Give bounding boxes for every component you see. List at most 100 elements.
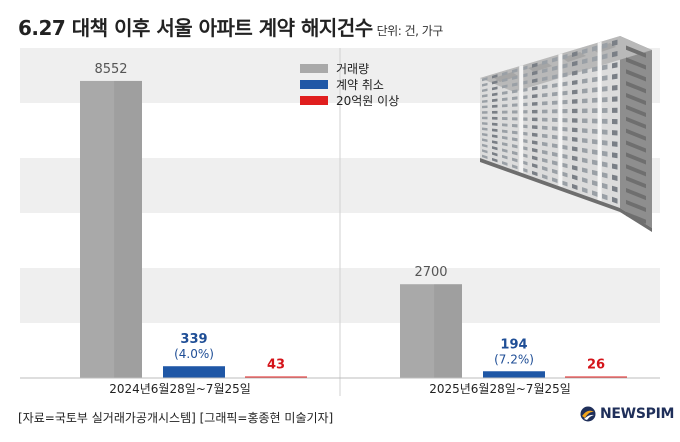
building-window <box>532 70 538 76</box>
building-window <box>592 97 598 103</box>
share-label: (7.2%) <box>494 352 534 366</box>
building-window <box>482 77 488 82</box>
building-window <box>612 62 618 69</box>
building-window <box>502 71 508 76</box>
building-window <box>532 170 538 177</box>
building-window <box>562 180 568 187</box>
building-window <box>552 143 558 149</box>
building-window <box>482 99 488 103</box>
building-window <box>492 128 498 132</box>
building-window <box>592 118 598 124</box>
building-side-window <box>626 199 646 212</box>
x-tick-label: 2025년6월28일~7월25일 <box>429 382 571 396</box>
building-window <box>572 165 578 171</box>
building-window <box>582 187 588 194</box>
legend-swatch-volume <box>300 63 328 73</box>
building-window <box>582 157 588 164</box>
building-window <box>532 163 538 169</box>
building-window <box>562 162 568 169</box>
legend-label-cancel: 계약 취소 <box>336 77 384 92</box>
building-window <box>572 60 578 67</box>
bar-shade <box>114 80 142 378</box>
building-window <box>562 99 568 105</box>
building-window <box>492 74 498 79</box>
building-window <box>502 110 508 114</box>
building-window <box>612 174 618 181</box>
building-window <box>562 63 568 69</box>
source-credit: [자료=국토부 실거래가공개시스템] [그래픽=홍종현 미술기자] <box>18 411 334 425</box>
building-window <box>552 160 558 166</box>
building-window <box>582 108 588 114</box>
building-window <box>482 149 488 154</box>
building-window <box>482 154 488 159</box>
building-window <box>552 168 558 175</box>
value-label-cancel: 339 <box>180 332 207 347</box>
building-window <box>492 110 498 114</box>
building-window <box>482 111 488 114</box>
building-window <box>512 137 518 142</box>
building-window <box>612 85 618 91</box>
building-window <box>522 146 528 151</box>
building-window <box>532 78 538 83</box>
building-window <box>492 116 498 120</box>
building-window <box>512 157 518 163</box>
building-window <box>592 128 598 134</box>
unit-label: 단위: 건, 가구 <box>376 24 444 38</box>
building-window <box>502 161 508 166</box>
building-window <box>552 91 558 97</box>
building-window <box>602 42 608 49</box>
bars <box>80 80 627 378</box>
chart-title: 6.27 대책 이후 서울 아파트 계약 해지건수 단위: 건, 가구 <box>18 12 443 41</box>
share-label: (4.0%) <box>174 347 214 361</box>
building-window <box>572 146 578 152</box>
building-window <box>612 107 618 113</box>
building-window <box>592 159 598 166</box>
brand-logo: NEWSPIM <box>580 406 674 422</box>
building-window <box>602 129 608 135</box>
building-window <box>582 118 588 124</box>
legend-item-high-price: 20억원 이상 <box>300 92 399 108</box>
building-window <box>592 169 598 176</box>
building-window <box>482 116 488 120</box>
building-window <box>512 123 518 128</box>
building-side-window <box>626 104 646 118</box>
building-window <box>572 118 578 123</box>
bar-volume <box>400 284 462 378</box>
building-window <box>502 104 508 108</box>
building-window <box>562 72 568 78</box>
building-window <box>582 128 588 134</box>
building-window <box>482 94 488 98</box>
building-window <box>572 99 578 104</box>
building-window <box>502 142 508 147</box>
building-window <box>612 196 618 204</box>
building-window <box>572 89 578 95</box>
building-window <box>492 152 498 157</box>
value-label-volume: 8552 <box>94 62 127 77</box>
building-window <box>482 82 488 87</box>
building-window <box>602 75 608 81</box>
building-window <box>502 117 508 121</box>
building-window <box>592 66 598 73</box>
building-window <box>602 172 608 179</box>
building-window <box>532 94 538 99</box>
building-window <box>602 86 608 92</box>
building-window <box>592 149 598 155</box>
building-window <box>512 164 518 170</box>
building-window <box>582 167 588 174</box>
building-window <box>552 65 558 71</box>
building-window <box>602 161 608 168</box>
building-window <box>542 125 548 130</box>
building-window <box>512 150 518 156</box>
bar-cancel <box>163 366 225 378</box>
building-window <box>612 185 618 193</box>
building-window <box>562 81 568 87</box>
building-window <box>542 84 548 90</box>
building-window <box>482 88 488 93</box>
building-window <box>592 139 598 145</box>
building-window <box>492 98 498 102</box>
building-window <box>522 102 528 107</box>
building-window <box>612 73 618 80</box>
building-window <box>512 82 518 87</box>
building-window <box>482 143 488 148</box>
building-column <box>519 65 524 173</box>
